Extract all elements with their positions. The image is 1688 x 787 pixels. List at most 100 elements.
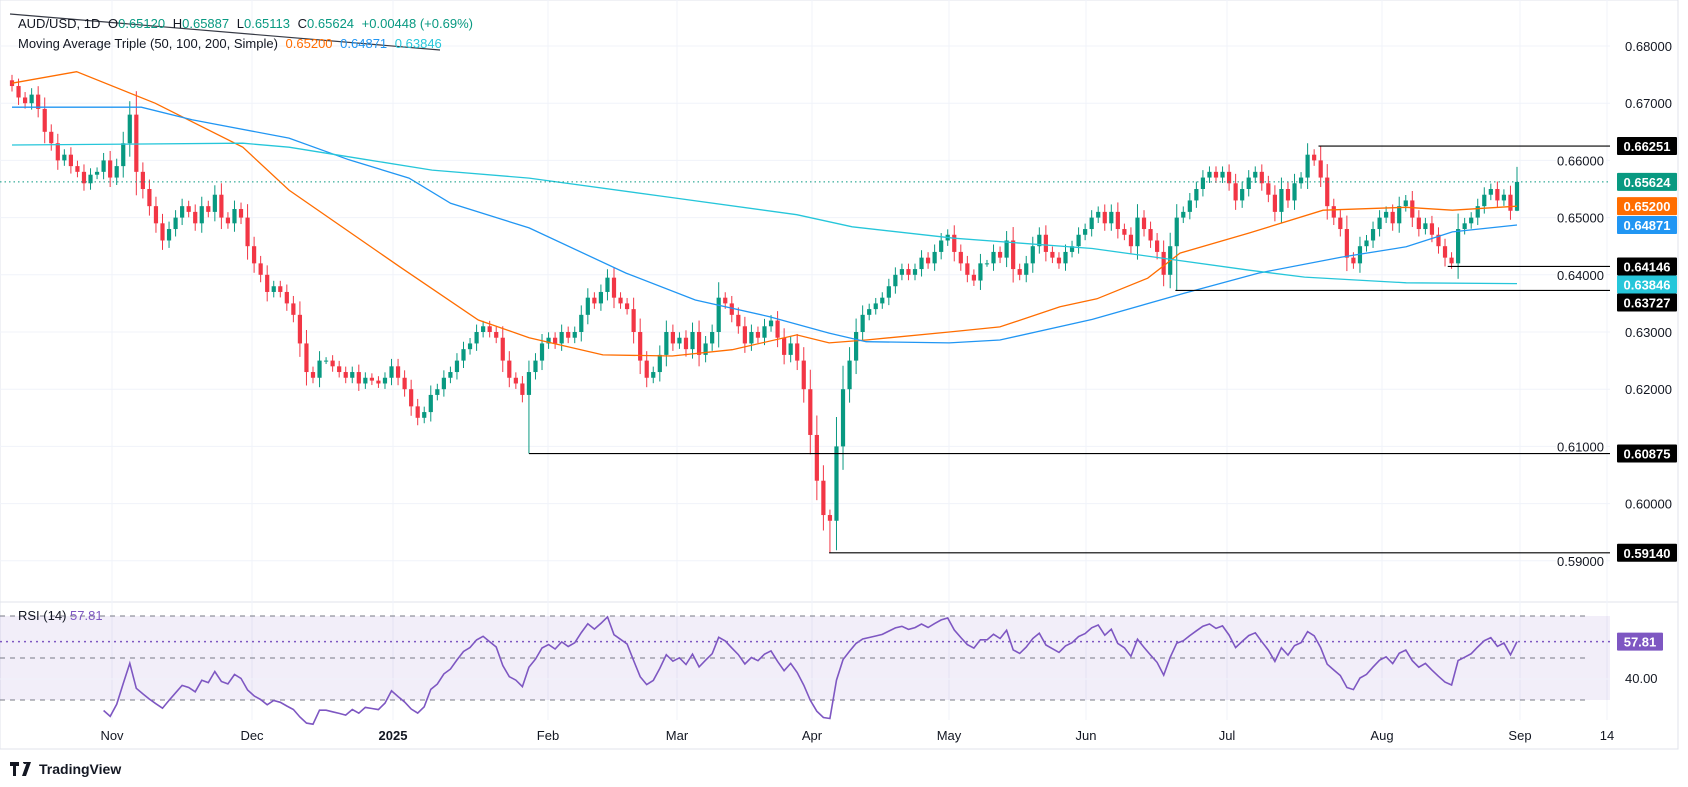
candle	[683, 330, 689, 357]
candle	[1253, 166, 1258, 183]
candle	[1213, 166, 1219, 183]
candle-body	[1482, 194, 1487, 207]
candle-body	[1174, 217, 1179, 247]
candle	[1135, 204, 1140, 260]
candle-body	[1161, 251, 1166, 275]
candle-body	[1024, 263, 1029, 275]
candle	[873, 297, 878, 315]
candle-body	[716, 297, 721, 332]
candle-body	[1155, 240, 1160, 252]
candle	[1148, 221, 1153, 248]
candle	[278, 280, 283, 298]
candle	[500, 326, 505, 373]
candle	[1076, 227, 1081, 254]
candle	[1030, 236, 1035, 273]
candle	[768, 315, 774, 332]
candle	[1469, 212, 1474, 229]
price-tick-label: 0.61000	[1557, 439, 1604, 454]
candle	[788, 336, 793, 363]
candle-body	[729, 303, 734, 315]
candle-body	[1351, 257, 1356, 264]
candle-body	[88, 174, 93, 184]
candle-body	[36, 94, 41, 109]
candle	[1429, 215, 1435, 243]
price-tick-label: 0.59000	[1557, 554, 1604, 569]
candle	[710, 324, 715, 351]
symbol-legend: AUD/USD, 1D O0.65120 H0.65887 L0.65113 C…	[18, 16, 477, 31]
candle-body	[598, 291, 604, 304]
candle-body	[1115, 211, 1120, 230]
candle-body	[461, 349, 466, 361]
candle-body	[114, 166, 119, 178]
price-tick-label: 0.64000	[1557, 268, 1604, 283]
candle-body	[624, 303, 630, 310]
candle-body	[291, 303, 296, 315]
candle-body	[1102, 211, 1107, 224]
candle	[1115, 202, 1120, 239]
candle	[1338, 210, 1343, 237]
candle-body	[1384, 211, 1389, 218]
candle-body	[827, 515, 833, 521]
candle	[389, 358, 394, 386]
candle-body	[1096, 211, 1101, 218]
ma50-line	[11, 71, 1518, 357]
candle	[984, 259, 990, 267]
candle-body	[834, 446, 839, 521]
time-tick-label: Nov	[100, 728, 124, 743]
candle-body	[1423, 223, 1428, 230]
ma50-value: 0.65200	[285, 36, 333, 51]
candle	[1226, 164, 1232, 191]
candle	[729, 295, 734, 323]
candle-body	[219, 194, 224, 218]
candle-body	[814, 434, 819, 481]
candle-body	[481, 326, 486, 332]
ma200-price-label: 0.63846	[1624, 277, 1671, 292]
candle-body	[808, 389, 813, 435]
candle-body	[899, 269, 905, 275]
candle	[409, 379, 414, 416]
tradingview-logo[interactable]: TradingView	[10, 761, 121, 777]
candle-body	[670, 332, 675, 344]
candle	[29, 88, 34, 110]
candle-body	[1089, 217, 1094, 230]
candle-body	[22, 97, 28, 104]
rsi-value-label: 57.81	[1624, 635, 1657, 650]
ma50-price-label-box	[1617, 197, 1677, 216]
candle	[356, 364, 361, 391]
candle-body	[749, 332, 754, 344]
candle-body	[1370, 229, 1376, 241]
candle-body	[526, 372, 532, 395]
brand-name: TradingView	[39, 761, 122, 777]
candle-body	[1194, 189, 1199, 201]
open-value: 0.65120	[118, 16, 166, 31]
candle	[1305, 143, 1310, 189]
candle-body	[108, 160, 113, 178]
candle-body	[507, 360, 512, 378]
candle	[1240, 181, 1245, 208]
candle	[1292, 173, 1297, 210]
candle-body	[919, 257, 924, 270]
candle-body	[1181, 211, 1186, 218]
candle-body	[1449, 257, 1454, 264]
candle-body	[42, 108, 47, 132]
candle	[507, 351, 512, 388]
candle	[1181, 206, 1186, 224]
candle	[677, 332, 682, 349]
candle	[1318, 146, 1323, 187]
candle-body	[1030, 246, 1035, 264]
candle-body	[199, 206, 204, 224]
candle	[140, 162, 145, 199]
candle-body	[1011, 240, 1016, 270]
candle-body	[539, 343, 545, 361]
candle-body	[880, 297, 885, 304]
candle	[1089, 210, 1094, 237]
candle-body	[690, 332, 695, 350]
candle-body	[1272, 194, 1277, 212]
candle-body	[1397, 206, 1402, 224]
current-price-label: 0.65624	[1624, 175, 1672, 190]
rsi-value: 57.81	[70, 608, 103, 623]
candle-body	[382, 377, 388, 384]
level-price-label-box	[1617, 137, 1677, 156]
low-value: 0.65113	[243, 16, 291, 31]
